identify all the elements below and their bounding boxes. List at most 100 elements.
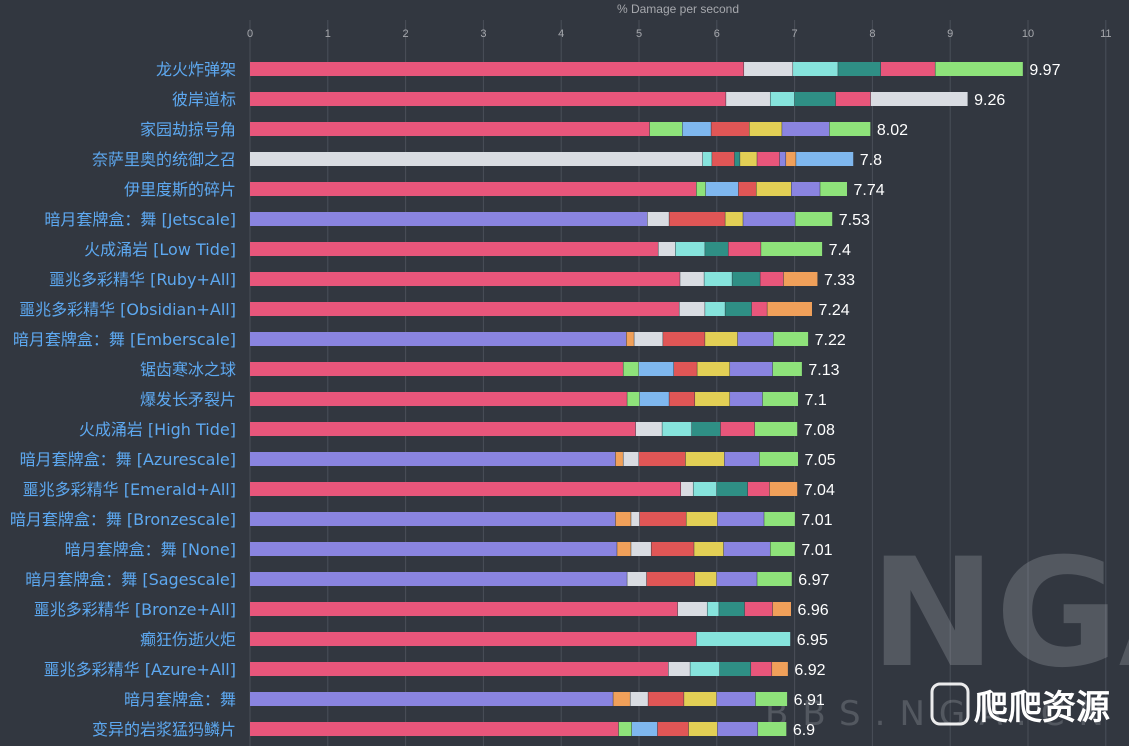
bar-segment <box>743 212 795 226</box>
bar-segment <box>250 542 617 556</box>
value-label: 7.33 <box>824 272 855 289</box>
bar-segment <box>704 272 732 286</box>
x-tick-label: 7 <box>792 28 798 40</box>
bar-segment <box>744 62 793 76</box>
bar-segment <box>639 512 686 526</box>
value-label: 6.91 <box>794 692 825 709</box>
bar-segment <box>772 602 791 616</box>
category-label: 火成涌岩 [Low Tide] <box>84 240 236 259</box>
bar-segment <box>820 182 848 196</box>
category-label: 暗月套牌盒：舞 [Sagescale] <box>25 570 236 589</box>
bar-row: 癫狂伤逝火炬 6.95 <box>140 630 828 649</box>
value-label: 7.74 <box>854 182 885 199</box>
bar-segment <box>783 272 818 286</box>
bar-row: 暗月套牌盒：舞 [Sagescale] 6.97 <box>25 570 829 589</box>
bar-segment <box>250 512 616 526</box>
category-label: 锯齿寒冰之球 <box>140 360 236 379</box>
bar-segment <box>870 92 968 106</box>
bar-segment <box>675 242 705 256</box>
value-label: 6.9 <box>793 722 815 739</box>
category-label: 暗月套牌盒：舞 [Jetscale] <box>44 210 236 229</box>
value-label: 7.4 <box>829 242 851 259</box>
x-tick-label: 8 <box>869 28 875 40</box>
bar-segment <box>634 332 663 346</box>
watermark-logo-text: NGA <box>870 527 1129 701</box>
x-tick-label: 0 <box>247 28 253 40</box>
bar-segment <box>627 392 640 406</box>
bar-segment <box>697 362 730 376</box>
bar-segment <box>726 92 770 106</box>
bar-segment <box>719 602 745 616</box>
bar-segment <box>702 152 712 166</box>
bar-segment <box>793 62 838 76</box>
value-label: 7.22 <box>815 332 846 349</box>
bar-row: 噩兆多彩精华 [Obsidian+All] 7.24 <box>19 300 850 319</box>
bar-row: 噩兆多彩精华 [Azure+All] 6.92 <box>44 660 826 679</box>
watermark: NGA BBS.NGA.CN <box>765 527 1129 734</box>
bar-row: 爆发长矛裂片 7.1 <box>140 390 827 409</box>
category-label: 爆发长矛裂片 <box>140 390 236 409</box>
bar-segment <box>935 62 1023 76</box>
bar-segment <box>755 692 788 706</box>
bar-segment <box>880 62 935 76</box>
bar-segment <box>680 272 704 286</box>
watermark-badge-text: 爬爬资源 <box>974 688 1110 728</box>
bar-segment <box>773 332 809 346</box>
value-label: 6.97 <box>798 572 829 589</box>
bar-row: 家园劫掠号角 8.02 <box>140 120 908 139</box>
bar-segment <box>651 542 694 556</box>
bar-segment <box>639 362 674 376</box>
bar-segment <box>623 362 639 376</box>
bar-segment <box>626 332 634 346</box>
bar-segment <box>250 272 680 286</box>
bar-segment <box>738 182 756 196</box>
bar-segment <box>769 482 798 496</box>
bar-segment <box>717 512 764 526</box>
value-label: 7.01 <box>801 512 832 529</box>
bar-segment <box>250 602 678 616</box>
bar-segment <box>250 152 703 166</box>
bar-segment <box>724 452 760 466</box>
bar-segment <box>658 242 676 256</box>
value-label: 7.1 <box>804 392 826 409</box>
value-label: 7.04 <box>804 482 835 499</box>
bar-segment <box>646 572 695 586</box>
bar-segment <box>657 722 689 736</box>
bar-row: 变异的岩浆猛犸鳞片 6.9 <box>92 720 815 739</box>
bar-segment <box>732 272 760 286</box>
bar-segment <box>250 92 726 106</box>
value-label: 6.95 <box>797 632 828 649</box>
bar-segment <box>250 452 616 466</box>
value-label: 7.53 <box>839 212 870 229</box>
x-axis-ticks: 0 1 2 3 4 5 6 7 8 9 10 11 <box>247 28 1112 40</box>
category-label: 噩兆多彩精华 [Obsidian+All] <box>19 300 236 319</box>
bar-segment <box>250 332 627 346</box>
category-label: 噩兆多彩精华 [Azure+All] <box>44 660 236 679</box>
bar-segment <box>767 302 812 316</box>
bar-row: 火成涌岩 [High Tide] 7.08 <box>79 420 835 439</box>
bar-segment <box>250 572 627 586</box>
bar-segment <box>751 662 772 676</box>
bar-segment <box>757 572 792 586</box>
value-label: 7.13 <box>808 362 839 379</box>
bar-row: 彼岸道标 9.26 <box>172 90 1005 109</box>
bar-segment <box>712 152 735 166</box>
bar-segment <box>772 662 788 676</box>
bar-segment <box>730 362 773 376</box>
bar-rows: 龙火炸弹架 9.97 彼岸道标 9.26 家园劫掠号角 8.02 奈萨里奥的统御之召 7.8 伊… <box>10 60 1061 739</box>
value-label: 7.8 <box>860 152 882 169</box>
bar-segment <box>674 362 697 376</box>
bar-segment <box>696 182 706 196</box>
bar-row: 噩兆多彩精华 [Emerald+All] 7.04 <box>23 480 835 499</box>
x-tick-label: 11 <box>1100 28 1111 40</box>
category-label: 暗月套牌盒：舞 [Azurescale] <box>20 450 236 469</box>
bar-segment <box>795 212 833 226</box>
bar-segment <box>751 302 767 316</box>
x-tick-label: 10 <box>1022 28 1034 40</box>
category-label: 噩兆多彩精华 [Ruby+All] <box>49 270 236 289</box>
bar-segment <box>679 302 705 316</box>
bar-segment <box>761 242 823 256</box>
bar-segment <box>615 452 623 466</box>
x-tick-label: 5 <box>636 28 642 40</box>
bar-segment <box>705 332 738 346</box>
